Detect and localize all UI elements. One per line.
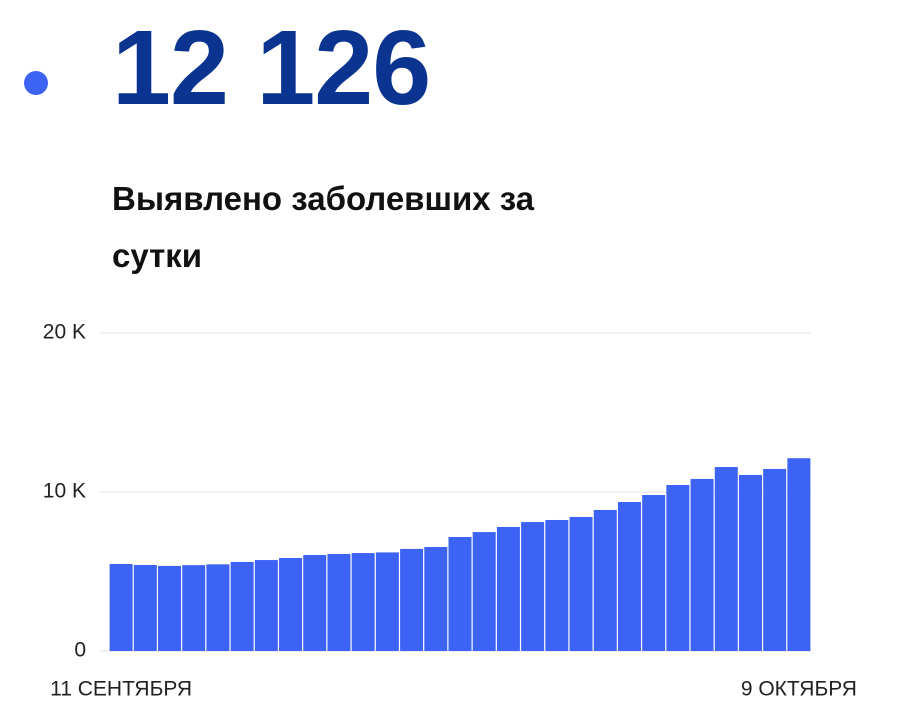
x-tick-label: 9 ОКТЯБРЯ bbox=[741, 678, 857, 701]
bar bbox=[327, 554, 351, 651]
bar bbox=[545, 519, 569, 651]
bar bbox=[642, 495, 666, 651]
bar bbox=[133, 564, 157, 651]
bar bbox=[496, 526, 520, 651]
indicator-dot bbox=[24, 71, 48, 95]
bar bbox=[351, 553, 375, 651]
bar bbox=[158, 565, 182, 651]
bar bbox=[254, 560, 278, 651]
headline: 12 126 bbox=[112, 9, 431, 127]
bar bbox=[303, 554, 327, 651]
y-tick-label: 20 K bbox=[43, 321, 86, 344]
bar bbox=[375, 552, 399, 651]
bar bbox=[472, 532, 496, 651]
bar bbox=[666, 485, 690, 651]
chart-title: Выявлено заболевших за сутки bbox=[112, 180, 535, 274]
bar bbox=[738, 474, 762, 651]
bar bbox=[230, 561, 254, 651]
bar bbox=[424, 547, 448, 651]
y-tick-label: 0 bbox=[74, 639, 86, 662]
y-tick-label: 10 K bbox=[43, 480, 86, 503]
bar bbox=[569, 516, 593, 651]
bar bbox=[763, 468, 787, 651]
bar bbox=[448, 536, 472, 651]
bar bbox=[400, 548, 424, 651]
bar bbox=[521, 522, 545, 651]
bar bbox=[206, 564, 230, 651]
bar bbox=[109, 564, 133, 651]
x-tick-label: 11 СЕНТЯБРЯ bbox=[50, 678, 192, 701]
bar bbox=[617, 502, 641, 651]
bar bbox=[714, 467, 738, 651]
bar bbox=[279, 557, 303, 651]
bar bbox=[690, 478, 714, 651]
bar bbox=[182, 565, 206, 651]
bar bbox=[593, 509, 617, 651]
bar bbox=[787, 458, 811, 651]
